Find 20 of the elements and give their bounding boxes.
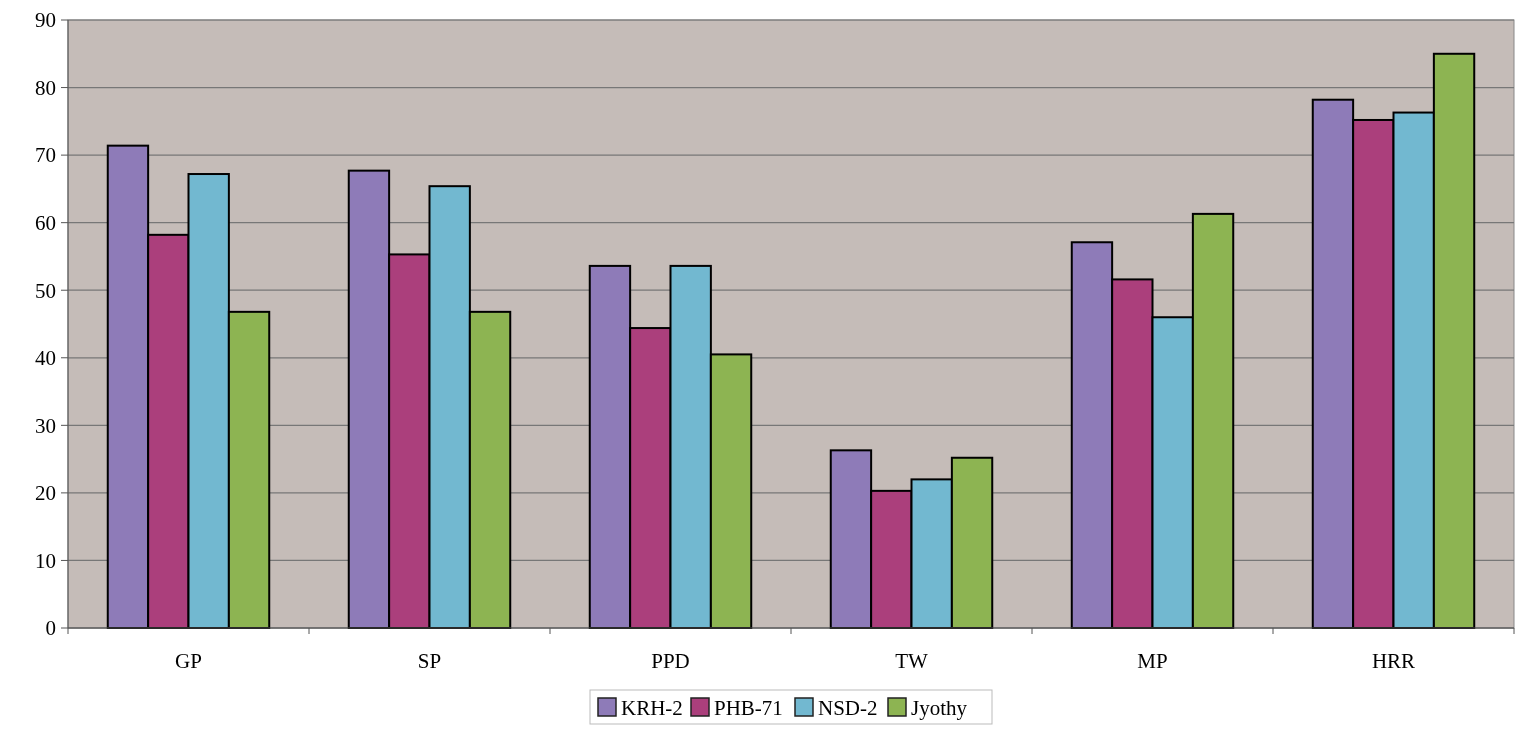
- y-tick-label: 80: [35, 75, 56, 100]
- y-tick-label: 90: [35, 8, 56, 33]
- legend-label: PHB-71: [714, 696, 783, 720]
- x-tick-label: GP: [175, 649, 202, 673]
- y-tick-label: 40: [35, 346, 56, 371]
- y-tick-label: 50: [35, 278, 56, 303]
- y-tick-label: 70: [35, 143, 56, 168]
- y-tick-label: 30: [35, 413, 56, 438]
- x-tick-label: MP: [1137, 649, 1168, 673]
- legend-label: KRH-2: [621, 696, 683, 720]
- x-tick-label: SP: [417, 649, 442, 673]
- y-tick-label: 20: [35, 481, 56, 506]
- y-tick-label: 10: [35, 548, 56, 573]
- y-tick-label: 60: [35, 211, 56, 236]
- x-tick-label: PPD: [651, 649, 690, 673]
- x-tick-label: TW: [895, 649, 928, 673]
- y-tick-label: 0: [45, 616, 56, 641]
- x-tick-label: HRR: [1371, 649, 1416, 673]
- legend-label: NSD-2: [818, 696, 878, 720]
- legend-label: Jyothy: [911, 696, 968, 720]
